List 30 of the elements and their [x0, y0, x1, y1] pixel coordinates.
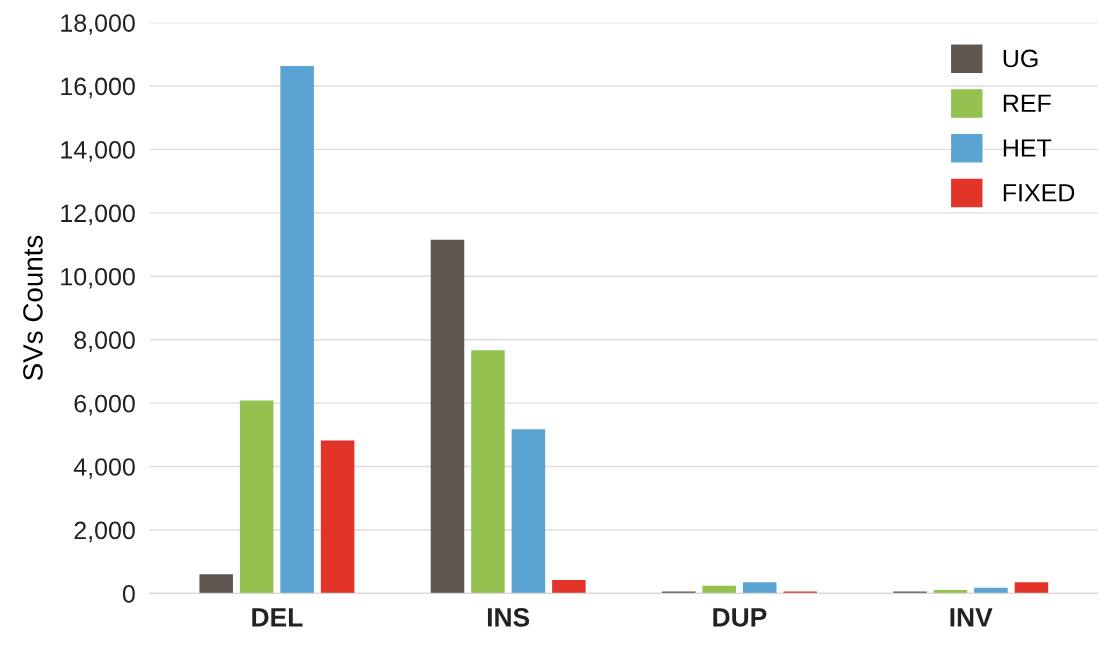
y-tick-label: 12,000	[61, 204, 135, 226]
bar	[280, 66, 314, 594]
y-tick-label: 0	[122, 585, 135, 603]
x-tick-label: DEL	[252, 608, 303, 627]
bar	[471, 350, 505, 594]
y-tick-label: 10,000	[61, 267, 135, 289]
bar	[239, 400, 274, 594]
bar	[702, 585, 736, 594]
bar	[1014, 582, 1049, 594]
y-tick-label: 14,000	[61, 141, 135, 162]
legend-label: UG	[1003, 49, 1038, 68]
x-tick-label: INV	[950, 608, 993, 627]
y-tick-label: 6,000	[74, 394, 135, 416]
legend-label: REF	[1003, 94, 1051, 112]
x-tick-label: INS	[487, 607, 530, 627]
bar	[552, 580, 586, 594]
bar	[511, 429, 546, 594]
bar	[199, 574, 233, 594]
legend-label: HET	[1003, 139, 1052, 157]
y-tick-label: 2,000	[74, 521, 135, 543]
y-tick-label: 16,000	[61, 77, 135, 99]
y-axis-title: SVs Counts	[23, 235, 43, 381]
x-tick-label: DUP	[713, 608, 767, 627]
y-tick-label: 18,000	[61, 14, 135, 35]
y-tick-label: 8,000	[74, 331, 135, 352]
legend-label: FIXED	[1003, 184, 1075, 202]
bar	[430, 239, 465, 594]
bar	[320, 440, 355, 594]
y-tick-label: 4,000	[73, 458, 135, 479]
bar	[742, 582, 777, 594]
